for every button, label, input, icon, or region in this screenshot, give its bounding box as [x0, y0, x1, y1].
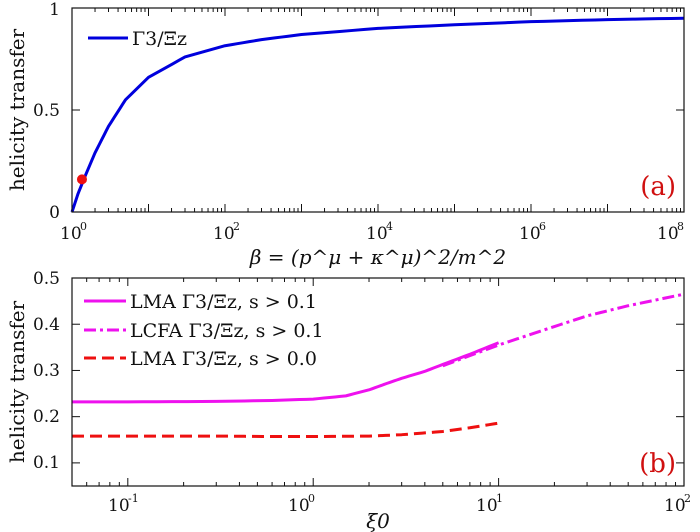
panel-b-legend: LMA Γ3/Ξz, s > 0.1 LCFA Γ3/Ξz, s > 0.1 L… [84, 291, 324, 370]
legend-label-b0: LMA Γ3/Ξz, s > 0.1 [130, 291, 317, 313]
legend-label-a0: Γ3/Ξz [132, 28, 187, 50]
svg-text:10: 10 [213, 224, 235, 244]
panel-a-xtick-label: 10 2 [213, 220, 240, 244]
svg-text:4: 4 [386, 220, 393, 233]
panel-b-ytick-label: 0.1 [33, 453, 60, 473]
svg-text:10: 10 [366, 224, 388, 244]
svg-text:0: 0 [308, 492, 315, 505]
panel-b-frame [71, 277, 685, 487]
panel-b-xlabel: ξ0 [366, 509, 390, 532]
panel-b-ytick-label: 0.3 [33, 361, 60, 381]
panel-a-xtick-label: 10 6 [519, 220, 546, 244]
svg-text:10: 10 [108, 496, 130, 516]
svg-text:10: 10 [60, 224, 82, 244]
panel-a-ytick-label: 0 [49, 203, 60, 223]
panel-b-xtick-label: 10 2 [664, 492, 691, 516]
svg-text:2: 2 [684, 492, 691, 505]
panel-b-xtick-label: 10 0 [288, 492, 315, 516]
panel-a-legend: Γ3/Ξz [88, 28, 187, 50]
legend-label-b2: LMA Γ3/Ξz, s > 0.0 [130, 348, 317, 370]
svg-text:1: 1 [496, 492, 503, 505]
panel-a-ylabel: helicity transfer [5, 28, 29, 191]
data-point-marker [76, 174, 87, 185]
svg-text:0: 0 [80, 220, 87, 233]
svg-text:6: 6 [539, 220, 546, 233]
panel-a-xtick-label: 10 4 [366, 220, 393, 244]
panel-a-xlabel: β = (p^μ + κ^μ)^2/m^2 [249, 245, 506, 269]
svg-text:2: 2 [233, 220, 240, 233]
panel-b-tag: (b) [639, 449, 676, 479]
panel-b-xtick-label: 10 -1 [108, 492, 139, 516]
panel-a-ytick-label: 1 [49, 0, 60, 20]
panel-a-ticks [71, 7, 685, 213]
panel-a: 1 0.5 0 10 0 10 2 10 4 10 6 10 8 helicit… [5, 0, 685, 269]
panel-a-series [70, 16, 685, 213]
svg-text:10: 10 [476, 496, 498, 516]
panel-b-ytick-label: 0.4 [33, 315, 60, 335]
series-line-b1 [442, 292, 685, 368]
series-line-a0 [70, 16, 685, 213]
panel-a-frame [71, 7, 685, 213]
legend-label-b1: LCFA Γ3/Ξz, s > 0.1 [130, 320, 324, 342]
svg-text:10: 10 [664, 496, 686, 516]
svg-text:10: 10 [519, 224, 541, 244]
svg-text:10: 10 [288, 496, 310, 516]
panel-a-ytick-label: 0.5 [33, 101, 60, 121]
panel-b-series [72, 292, 685, 439]
panel-a-xtick-label: 10 0 [60, 220, 87, 244]
panel-b-ytick-label: 0.5 [33, 269, 60, 289]
panel-b-xtick-label: 10 1 [476, 492, 503, 516]
svg-text:-1: -1 [128, 492, 139, 505]
panel-b-ylabel: helicity transfer [5, 300, 29, 463]
series-line-b2 [72, 421, 499, 439]
panel-b-ytick-label: 0.2 [33, 407, 60, 427]
svg-text:8: 8 [677, 220, 684, 233]
svg-text:10: 10 [657, 224, 679, 244]
panel-b-ticks [71, 277, 685, 486]
panel-a-tag: (a) [640, 172, 676, 202]
panel-a-xtick-label: 10 8 [657, 220, 684, 244]
panel-b: 0.5 0.4 0.3 0.2 0.1 10 -1 10 0 10 1 10 2… [5, 269, 691, 532]
